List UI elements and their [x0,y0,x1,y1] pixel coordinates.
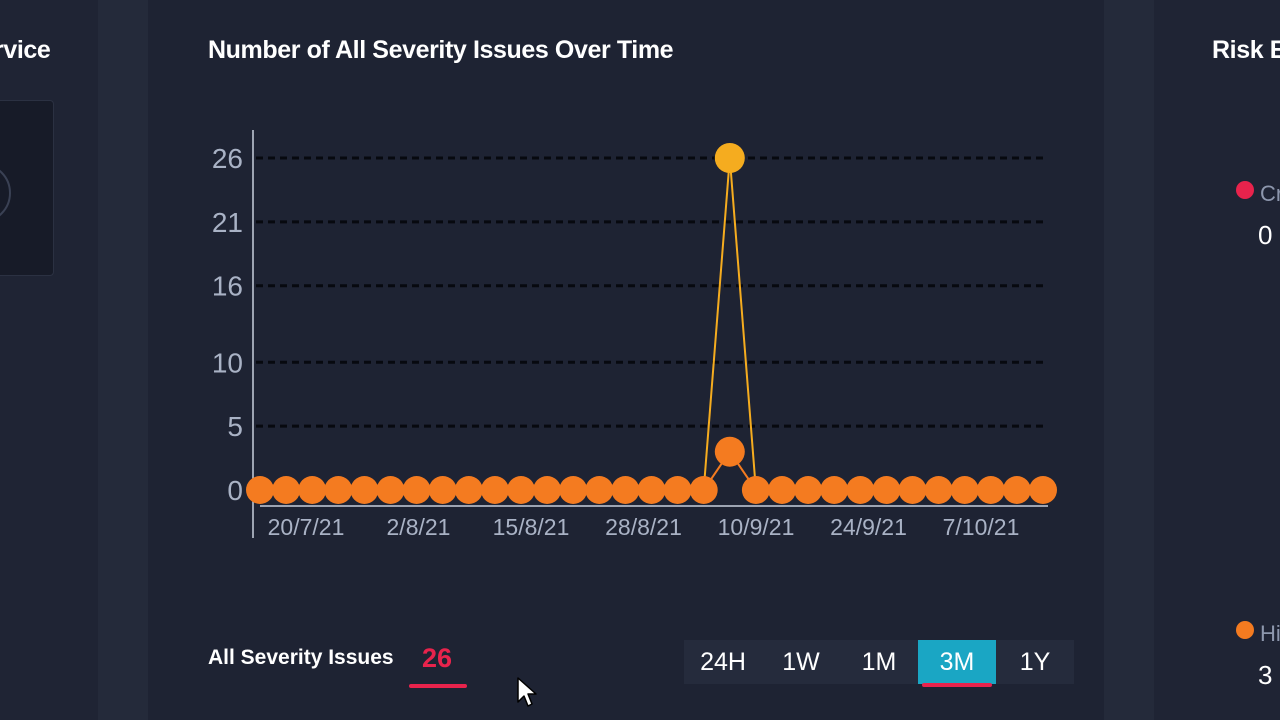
summary-count[interactable]: 26 [422,643,453,673]
mouse-cursor-icon [517,677,537,707]
panel-gutter-right [1104,0,1154,720]
data-point [794,476,823,504]
chart-x-axis: 20/7/21 2/8/21 15/8/21 28/8/21 10/9/21 24/9/2… [260,505,1048,540]
data-point [820,476,849,504]
data-point [846,476,875,504]
range-1m-button[interactable]: 1M [861,648,897,676]
x-tick-label: 20/7/21 [268,514,345,540]
data-point [924,476,953,504]
data-point [950,476,979,504]
data-point [768,476,796,504]
issues-over-time-panel: Number of All Severity Issues Over Time … [148,0,1104,720]
summary-underline [409,684,467,688]
y-tick-label: 26 [212,143,243,174]
x-tick-label: 10/9/21 [718,514,795,540]
range-24h-button[interactable]: 24H [700,648,746,676]
critical-label: Cr [1260,181,1280,206]
data-point [689,476,718,504]
time-range-selector: 24H 1W 1M 3M 1Y [684,640,1074,687]
data-point [872,476,901,504]
x-tick-label: 28/8/21 [605,514,682,540]
data-point [663,476,692,504]
data-point [585,476,614,504]
critical-count: 0 [1258,220,1273,250]
data-point [637,476,666,504]
data-point [976,476,1005,504]
left-panel: rvice [0,0,98,720]
data-point [324,476,353,504]
chart-grid [256,156,1046,428]
data-point [350,476,379,504]
high-count: 3 [1258,660,1273,690]
data-point [1002,476,1031,504]
range-1y-button[interactable]: 1Y [1019,648,1051,676]
data-point [898,476,927,504]
data-point [533,476,562,504]
y-tick-label: 0 [227,475,243,506]
data-point [559,476,588,504]
risk-panel: Risk E Cr 0 Hi 3 [1154,0,1280,720]
y-tick-label: 21 [212,207,243,238]
risk-panel-title: Risk E [1212,36,1280,64]
x-tick-label: 15/8/21 [493,514,570,540]
data-point [741,476,770,504]
data-point [272,476,301,504]
chart-title: Number of All Severity Issues Over Time [208,36,674,64]
summary-label: All Severity Issues [208,646,394,669]
y-tick-label: 16 [212,271,243,302]
range-3m-button[interactable]: 3M [918,640,996,687]
high-label: Hi [1260,621,1280,646]
data-point [376,476,405,504]
data-point [714,143,745,173]
x-tick-label: 24/9/21 [830,514,907,540]
data-point [611,476,640,504]
issues-line-chart: 0 5 10 16 21 26 20/7/21 2/8/21 15/8/21 28/8/21 10… [212,130,1057,540]
y-tick-label: 5 [227,411,243,442]
chart-y-axis: 0 5 10 16 21 26 [212,130,254,538]
data-point [714,436,745,467]
donut-ring-icon [0,163,11,223]
data-point [246,476,274,504]
data-point [454,476,483,504]
data-point [480,476,509,504]
left-panel-card [0,100,54,276]
x-tick-label: 7/10/21 [943,514,1020,540]
critical-dot-icon [1236,181,1254,199]
panel-gutter-left [98,0,148,720]
data-point [402,476,431,504]
y-tick-label: 10 [212,347,243,378]
left-panel-title: rvice [0,36,51,64]
high-dot-icon [1236,621,1254,639]
series-line [260,157,1043,491]
data-point [507,476,535,504]
chart-series-layer [246,143,1057,504]
range-1w-button[interactable]: 1W [782,648,820,676]
x-tick-label: 2/8/21 [387,514,451,540]
data-point [1029,476,1057,504]
data-point [298,476,327,504]
data-point [428,476,457,504]
